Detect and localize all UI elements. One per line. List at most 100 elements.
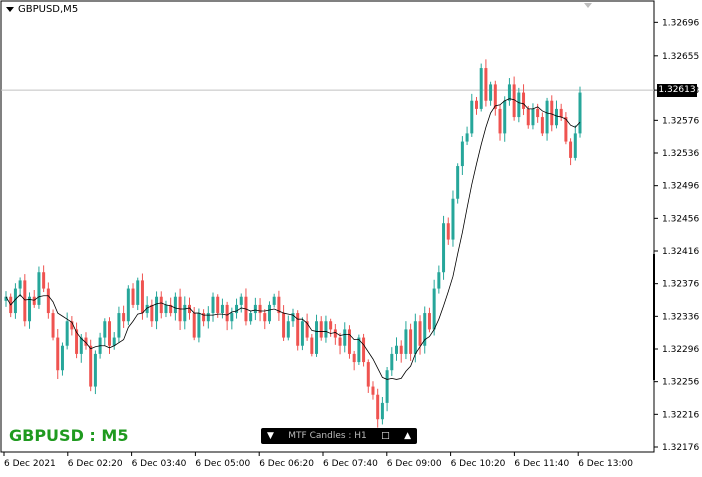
candle-body bbox=[418, 321, 422, 346]
y-tick-label: 1.32296 bbox=[662, 345, 699, 355]
candle-body bbox=[70, 321, 74, 330]
candle-body bbox=[300, 321, 304, 346]
candle-body bbox=[522, 92, 526, 109]
candle-body bbox=[310, 337, 314, 354]
candle-body bbox=[253, 304, 257, 314]
candle-body bbox=[18, 280, 22, 289]
candle-body bbox=[333, 329, 337, 338]
candle-body bbox=[573, 133, 577, 158]
candle-body bbox=[51, 313, 55, 338]
candle-body bbox=[117, 313, 121, 338]
y-tick-label: 1.32496 bbox=[662, 182, 699, 192]
candle-body bbox=[315, 321, 319, 354]
candle-body bbox=[343, 329, 347, 346]
candle-body bbox=[559, 108, 563, 118]
dropdown-triangle-icon[interactable] bbox=[6, 7, 14, 12]
candle-body bbox=[456, 166, 460, 199]
candle-body bbox=[526, 108, 530, 126]
candle-body bbox=[479, 68, 483, 109]
candle-body bbox=[446, 223, 450, 240]
candle-body bbox=[108, 321, 112, 346]
moving-average-line bbox=[5, 98, 581, 380]
candle-body bbox=[427, 313, 431, 330]
candle-body bbox=[545, 100, 549, 134]
candle-body bbox=[272, 296, 276, 305]
candle-body bbox=[267, 304, 271, 322]
candle-body bbox=[296, 313, 300, 346]
candle-body bbox=[362, 337, 366, 363]
mtf-up-button[interactable]: ▲ bbox=[404, 431, 411, 441]
candle-body bbox=[550, 100, 554, 126]
candle-body bbox=[437, 272, 441, 289]
x-tick-label: 6 Dec 13:00 bbox=[578, 459, 633, 469]
mtf-box-button[interactable]: □ bbox=[381, 431, 390, 441]
candle-body bbox=[183, 304, 187, 322]
candle-body bbox=[235, 304, 239, 314]
chart-title-text: GBPUSD,M5 bbox=[18, 4, 79, 15]
candle-body bbox=[395, 345, 399, 354]
y-tick-label: 1.32536 bbox=[662, 149, 699, 159]
candle-body bbox=[159, 296, 163, 314]
candle-body bbox=[324, 321, 328, 338]
x-tick-label: 6 Dec 11:40 bbox=[514, 459, 569, 469]
candle-body bbox=[484, 68, 488, 101]
candle-body bbox=[103, 321, 107, 338]
y-tick-label: 1.32376 bbox=[662, 280, 699, 290]
candle-body bbox=[60, 345, 64, 371]
candle-body bbox=[206, 313, 210, 322]
candle-body bbox=[126, 288, 130, 322]
candle-body bbox=[13, 288, 17, 314]
candle-body bbox=[131, 288, 135, 305]
mtf-label: MTF Candles : H1 bbox=[288, 431, 367, 441]
candle-body bbox=[84, 337, 88, 346]
candle-body bbox=[554, 108, 558, 126]
candle-body bbox=[338, 337, 342, 346]
x-tick-label: 6 Dec 09:00 bbox=[387, 459, 442, 469]
candle-body bbox=[202, 313, 206, 322]
x-tick-label: 6 Dec 06:20 bbox=[259, 459, 314, 469]
x-tick-label: 6 Dec 2021 bbox=[4, 459, 56, 469]
candle-body bbox=[258, 304, 262, 314]
y-tick-label: 1.32256 bbox=[662, 378, 699, 388]
candle-body bbox=[155, 296, 159, 322]
candle-body bbox=[192, 313, 196, 338]
y-tick-label: 1.32576 bbox=[662, 116, 699, 126]
candle-body bbox=[79, 337, 83, 354]
candle-body bbox=[230, 313, 234, 322]
candle-body bbox=[474, 100, 478, 109]
y-tick-label: 1.32696 bbox=[662, 18, 699, 28]
candle-body bbox=[404, 329, 408, 354]
candle-body bbox=[46, 288, 50, 314]
candle-body bbox=[93, 353, 97, 387]
candle-body bbox=[578, 92, 582, 134]
candle-body bbox=[352, 353, 356, 363]
candle-body bbox=[32, 296, 36, 305]
x-tick-label: 6 Dec 05:00 bbox=[195, 459, 250, 469]
candle-body bbox=[493, 84, 497, 109]
candle-body bbox=[164, 304, 168, 314]
candle-body bbox=[216, 296, 220, 314]
candle-body bbox=[169, 304, 173, 314]
one-click-trade-arrow-icon[interactable] bbox=[584, 3, 592, 8]
candle-body bbox=[220, 304, 224, 314]
candle-body bbox=[442, 223, 446, 273]
candle-body bbox=[277, 296, 281, 314]
candle-body bbox=[470, 100, 474, 134]
candle-body bbox=[423, 313, 427, 346]
candle-body bbox=[399, 345, 403, 354]
candle-body bbox=[249, 313, 253, 322]
candle-body bbox=[211, 296, 215, 314]
candle-body bbox=[385, 370, 389, 403]
mtf-down-button[interactable]: ▼ bbox=[267, 431, 274, 441]
candle-body bbox=[371, 386, 375, 395]
candle-body bbox=[136, 280, 140, 305]
candle-body bbox=[329, 321, 333, 330]
candle-body bbox=[197, 313, 201, 338]
candle-body bbox=[432, 288, 436, 330]
x-tick-label: 6 Dec 10:20 bbox=[451, 459, 506, 469]
candle-body bbox=[357, 337, 361, 363]
candle-body bbox=[409, 329, 413, 354]
candle-body bbox=[225, 304, 229, 322]
